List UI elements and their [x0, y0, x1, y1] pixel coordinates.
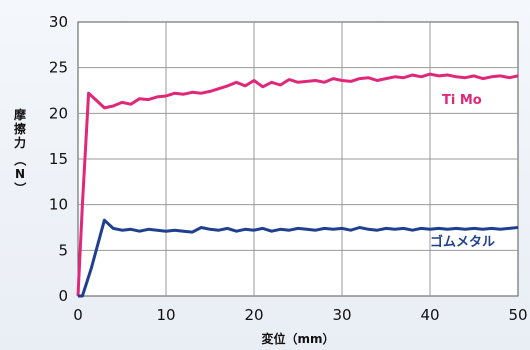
x-axis-title: 変位（mm）	[261, 331, 334, 346]
x-tick-label: 40	[420, 306, 439, 324]
x-tick-labels: 0 10 20 30 40 50	[73, 306, 527, 324]
y-axis-title-char: （	[13, 154, 28, 166]
y-tick-label: 10	[49, 196, 68, 214]
y-axis-title: 摩 擦 力 （ N ）	[13, 107, 28, 194]
series-line-1	[78, 218, 519, 298]
x-tick-label: 20	[244, 306, 263, 324]
y-axis-title-char: ）	[13, 182, 28, 194]
y-tick-label: 0	[58, 287, 68, 305]
series-label-0: Ti Mo	[442, 93, 482, 108]
y-tick-label: 30	[49, 13, 68, 31]
series-lines	[76, 72, 519, 298]
x-tick-label: 30	[332, 306, 351, 324]
y-tick-labels: 0 5 10 15 20 25 30	[49, 13, 68, 305]
y-axis-title-char: 擦	[14, 121, 26, 136]
y-axis-title-char: N	[15, 167, 25, 181]
y-tick-label: 20	[49, 104, 68, 122]
series-label-1: ゴムメタル	[430, 234, 495, 250]
y-tick-label: 25	[49, 59, 68, 77]
series-labels: Ti Mo ゴムメタル	[430, 93, 495, 250]
y-axis-title-char: 力	[14, 135, 26, 150]
series-line-0	[76, 72, 519, 297]
x-tick-label: 10	[156, 306, 175, 324]
y-tick-label: 5	[58, 241, 68, 259]
grid-lines	[78, 22, 518, 296]
y-tick-label: 15	[49, 150, 68, 168]
x-tick-label: 0	[73, 306, 83, 324]
x-tick-label: 50	[508, 306, 527, 324]
y-axis-title-char: 摩	[14, 107, 26, 122]
